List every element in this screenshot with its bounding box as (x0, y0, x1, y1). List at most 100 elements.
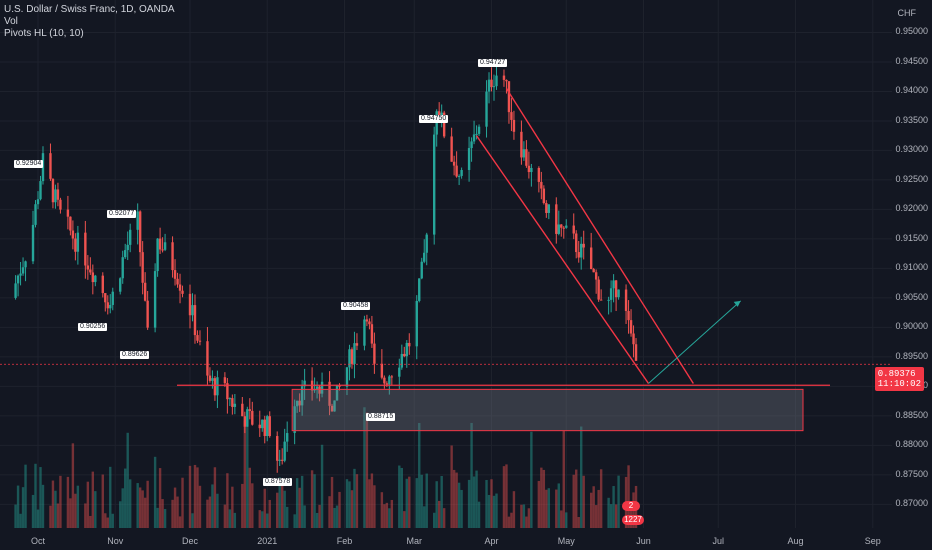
volume-bar (437, 500, 441, 528)
candle-body (418, 278, 421, 301)
volume-bar (373, 485, 376, 528)
candle-body (124, 250, 127, 258)
volume-bar (432, 512, 436, 528)
event-flag-icon[interactable]: 2 (622, 501, 640, 511)
volume-bar (582, 475, 585, 528)
demand-zone[interactable] (291, 388, 804, 432)
volume-bar (188, 465, 192, 528)
projection-arrow[interactable] (648, 300, 742, 384)
candle-body (34, 204, 37, 225)
candle-body (298, 400, 301, 406)
volume-bar (420, 474, 423, 528)
volume-bar (119, 501, 122, 528)
candle-body (542, 188, 546, 204)
candle-body (285, 433, 289, 442)
volume-bar (263, 488, 266, 528)
candle-body (557, 224, 560, 234)
price-tick-label: 0.93000 (895, 144, 928, 155)
candle-body (565, 225, 568, 228)
volume-bar (176, 496, 179, 528)
candle-body (138, 211, 142, 253)
candle-body (408, 342, 411, 347)
price-tick-label: 0.88500 (895, 409, 928, 420)
volume-bar (101, 474, 104, 528)
volume-bar (470, 422, 473, 528)
candle-body (39, 181, 42, 200)
volume-bar (460, 489, 463, 528)
candle-body (251, 410, 254, 425)
volume-bar (530, 431, 533, 528)
drawings-layer[interactable] (0, 88, 892, 432)
volume-bar (86, 481, 90, 528)
candle-body (278, 459, 281, 461)
candle-body (512, 119, 516, 132)
candle-body (577, 252, 580, 258)
volume-bar (527, 508, 531, 528)
channel-lower-line[interactable] (475, 135, 650, 384)
volume-bar (365, 412, 369, 528)
volume-bar (241, 483, 244, 528)
volume-bar (520, 504, 523, 528)
candle-body (555, 204, 558, 234)
arrow-head-icon (733, 300, 741, 307)
candle-body (176, 278, 179, 285)
candle-body (520, 131, 523, 158)
volume-indicator-label[interactable]: Vol (4, 16, 18, 27)
candle-body (226, 383, 229, 400)
volume-bar (380, 492, 384, 528)
volume-bar (216, 493, 219, 528)
volume-bar (577, 516, 580, 528)
candle-body (14, 283, 17, 298)
price-tick-label: 0.92500 (895, 173, 928, 184)
volume-bar (59, 475, 62, 528)
volume-bar (196, 467, 199, 528)
candle-body (457, 175, 461, 177)
candle-body (188, 293, 192, 316)
volume-bar (283, 490, 286, 528)
candle-body (580, 243, 583, 258)
candle-body (91, 272, 95, 283)
time-tick-label: Feb (336, 536, 353, 546)
candle-body (241, 403, 244, 417)
volume-bar (572, 474, 575, 528)
candle-body (106, 302, 109, 309)
volume-bar (41, 484, 45, 528)
volume-bar (328, 496, 331, 528)
volume-bar (24, 464, 27, 528)
volume-bar (285, 506, 289, 528)
price-axis-currency[interactable]: CHF (897, 8, 917, 18)
volume-bar (405, 478, 408, 528)
volume-bar (555, 489, 558, 528)
pivot-label: 0.90256 (78, 323, 108, 331)
volume-bar (335, 505, 339, 528)
candle-body (502, 75, 506, 80)
volume-bar (156, 507, 159, 528)
volume-bar (126, 432, 129, 528)
dividend-marker-icon[interactable]: 1227 (622, 515, 644, 525)
candle-body (575, 233, 578, 253)
candle-body (432, 134, 436, 235)
candle-body (398, 367, 401, 377)
channel-upper-line[interactable] (505, 88, 694, 384)
candle-body (522, 149, 526, 158)
volume-bar (612, 486, 615, 528)
candle-body (283, 441, 286, 461)
candle-body (338, 384, 341, 387)
symbol-title[interactable]: U.S. Dollar / Swiss Franc, 1D, OANDA (4, 4, 175, 15)
volume-bar (243, 421, 247, 528)
volume-bar (589, 492, 593, 528)
volume-bar (385, 502, 389, 528)
volume-bar (246, 411, 249, 528)
pivots-indicator-label[interactable]: Pivots HL (10, 10) (4, 28, 84, 39)
event-count: 2 (628, 501, 634, 510)
pivot-label: 0.92077 (107, 210, 137, 218)
candle-body (629, 320, 633, 334)
volume-bar (450, 445, 453, 528)
candle-body (266, 416, 269, 437)
candle-body (261, 419, 264, 429)
volume-bar (276, 492, 279, 528)
volume-bar (178, 516, 182, 528)
volume-bar (457, 482, 461, 528)
candle-body (452, 161, 456, 166)
